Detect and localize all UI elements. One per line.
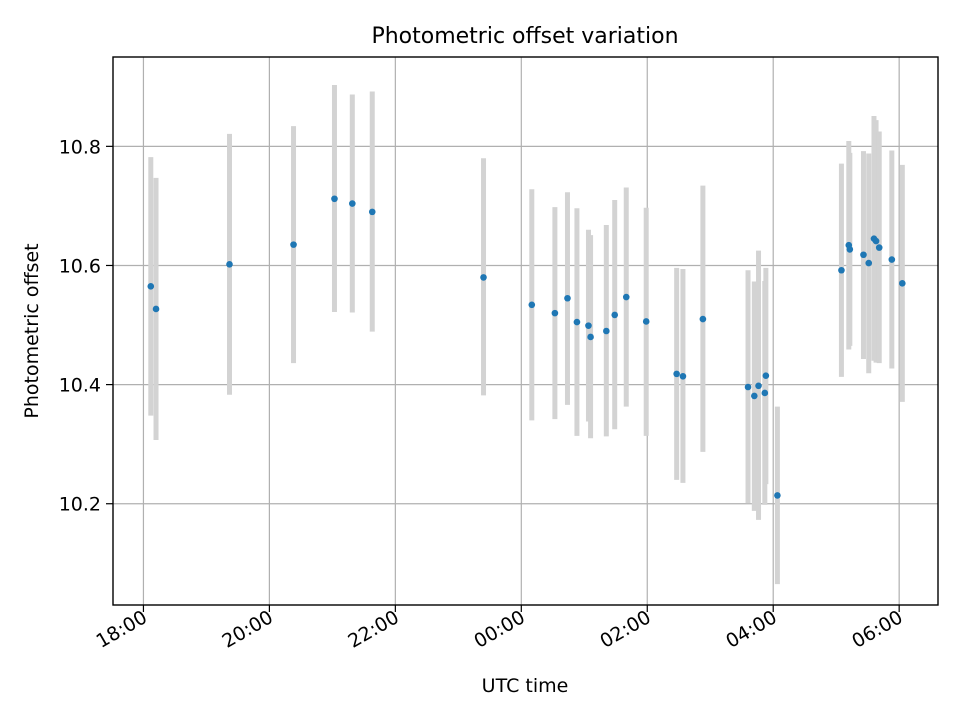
data-point bbox=[751, 392, 758, 400]
plot-frame bbox=[112, 56, 939, 606]
data-point bbox=[349, 200, 356, 207]
data-point bbox=[762, 372, 770, 379]
data-point bbox=[744, 383, 752, 391]
data-points bbox=[147, 195, 906, 499]
data-point bbox=[147, 283, 155, 290]
data-point bbox=[585, 322, 592, 329]
data-point bbox=[551, 309, 559, 317]
data-point bbox=[872, 237, 880, 245]
data-point bbox=[846, 246, 854, 253]
data-point bbox=[860, 251, 867, 259]
y-tick-label: 10.6 bbox=[59, 255, 101, 277]
data-point bbox=[865, 259, 873, 267]
data-point bbox=[888, 256, 896, 263]
y-tick-label: 10.4 bbox=[59, 375, 101, 397]
grid-lines bbox=[113, 57, 938, 605]
data-point bbox=[699, 315, 707, 323]
data-point bbox=[564, 294, 571, 302]
y-tick-label: 10.8 bbox=[59, 136, 101, 158]
data-point bbox=[838, 266, 845, 274]
data-point bbox=[587, 333, 594, 341]
y-tick-label: 10.2 bbox=[59, 494, 101, 516]
data-point bbox=[679, 372, 687, 380]
data-point bbox=[226, 260, 233, 268]
data-point bbox=[331, 195, 338, 203]
data-point bbox=[642, 318, 650, 325]
data-point bbox=[673, 370, 680, 378]
data-point bbox=[573, 318, 581, 326]
data-point bbox=[480, 274, 487, 281]
data-point bbox=[368, 208, 376, 216]
data-point bbox=[152, 305, 160, 313]
data-point bbox=[290, 241, 297, 248]
chart-title: Photometric offset variation bbox=[371, 24, 678, 49]
data-point bbox=[899, 280, 906, 287]
y-axis-label: Photometric offset bbox=[21, 243, 43, 418]
data-point bbox=[755, 382, 762, 390]
data-point bbox=[528, 301, 536, 309]
data-point bbox=[761, 389, 769, 397]
data-point bbox=[622, 293, 630, 301]
data-point bbox=[611, 311, 619, 319]
data-point bbox=[603, 327, 610, 335]
data-point bbox=[875, 244, 883, 251]
x-axis-label: UTC time bbox=[482, 675, 569, 697]
data-point bbox=[774, 492, 781, 499]
